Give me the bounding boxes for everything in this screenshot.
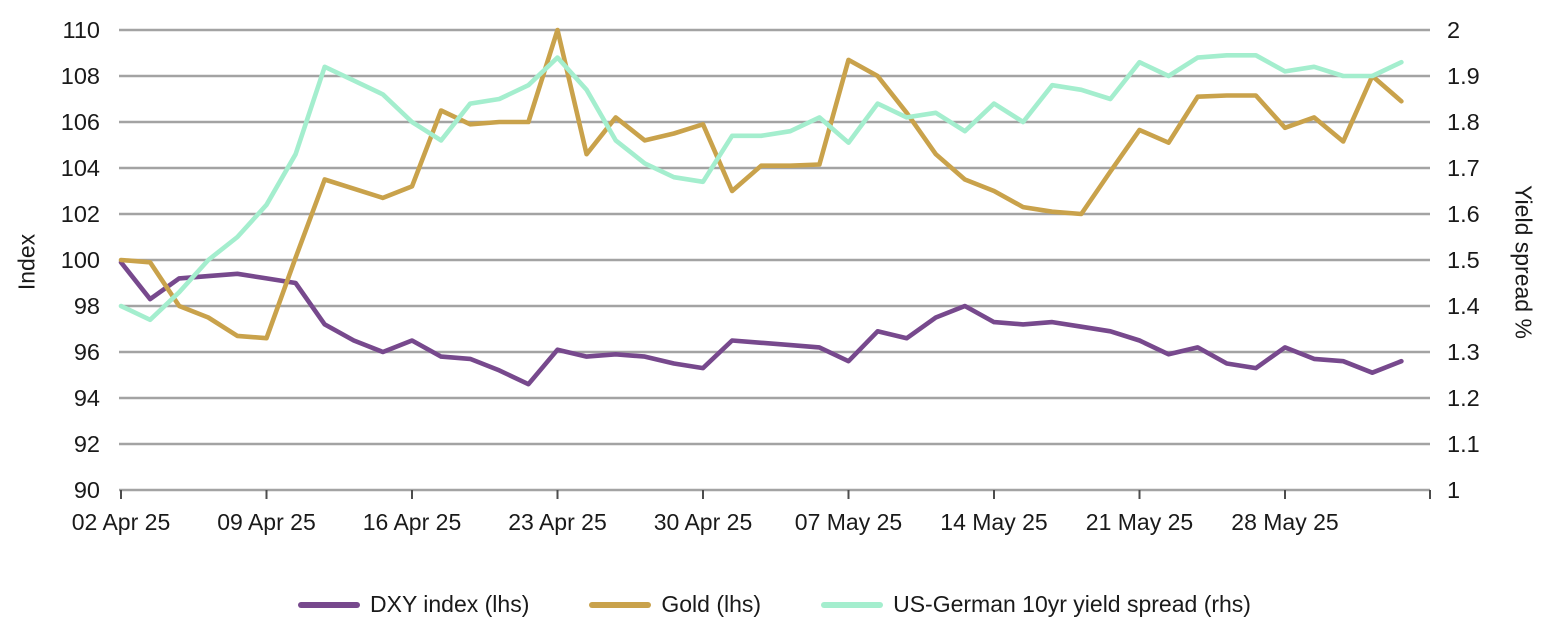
right-axis-tick-label: 1.3 (1447, 339, 1480, 365)
left-axis-tick-label: 106 (61, 109, 100, 135)
x-axis-tick-label: 07 May 25 (795, 509, 902, 535)
x-axis-tick-label: 28 May 25 (1231, 509, 1338, 535)
left-axis-tick-label: 100 (61, 247, 100, 273)
legend-swatch-icon (821, 601, 884, 608)
x-axis-tick-label: 14 May 25 (940, 509, 1047, 535)
right-axis-tick-label: 1.6 (1447, 201, 1480, 227)
left-axis-tick-label: 90 (74, 477, 100, 503)
x-axis-tick-label: 21 May 25 (1086, 509, 1193, 535)
left-axis-tick-label: 92 (74, 431, 100, 457)
right-axis-tick-label: 1.4 (1447, 293, 1480, 319)
right-axis-tick-label: 2 (1447, 17, 1460, 43)
legend-swatch-icon (589, 601, 652, 608)
series-line-gold-lhs (118, 27, 1404, 341)
series-line-dxy-index-lhs (118, 259, 1404, 387)
x-axis-tick-label: 16 Apr 25 (363, 509, 461, 535)
legend-label: DXY index (lhs) (370, 591, 530, 617)
right-axis-tick-label: 1.7 (1447, 155, 1480, 181)
left-axis-tick-label: 98 (74, 293, 100, 319)
legend-item: Gold (lhs) (589, 591, 761, 618)
right-axis-tick-label: 1.1 (1447, 431, 1480, 457)
legend-label: US-German 10yr yield spread (rhs) (893, 591, 1251, 617)
x-axis-tick-label: 09 Apr 25 (217, 509, 315, 535)
right-axis-tick-label: 1 (1447, 477, 1460, 503)
left-axis-tick-label: 104 (61, 155, 100, 181)
legend-label: Gold (lhs) (661, 591, 762, 617)
right-axis-tick-label: 1.9 (1447, 63, 1480, 89)
x-axis-tick-label: 02 Apr 25 (72, 509, 170, 535)
x-axis-tick-label: 30 Apr 25 (654, 509, 752, 535)
x-axis-tick-label: 23 Apr 25 (508, 509, 606, 535)
legend-item: DXY index (lhs) (298, 591, 529, 618)
series-line-us-german-10yr-yield-spread-rhs (118, 52, 1404, 323)
legend-item: US-German 10yr yield spread (rhs) (821, 591, 1251, 618)
right-axis-tick-label: 1.8 (1447, 109, 1480, 135)
right-axis-title: Yield spread % (1510, 185, 1537, 339)
left-axis-tick-label: 94 (74, 385, 100, 411)
legend: DXY index (lhs) Gold (lhs) US-German 10yr … (0, 591, 1549, 618)
left-axis-title: Index (13, 233, 40, 291)
left-axis-tick-label: 110 (63, 17, 100, 43)
left-axis-tick-label: 108 (61, 63, 100, 89)
right-axis-tick-label: 1.2 (1447, 385, 1480, 411)
legend-swatch-icon (298, 601, 360, 608)
left-axis-tick-label: 96 (74, 339, 100, 365)
left-axis-tick-label: 102 (61, 201, 100, 227)
right-axis-tick-label: 1.5 (1447, 247, 1480, 273)
